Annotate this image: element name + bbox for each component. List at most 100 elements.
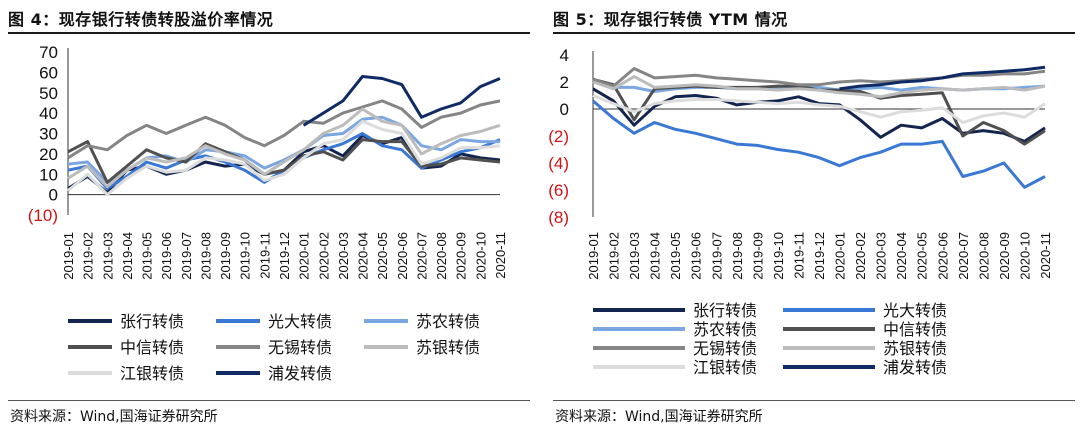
chart-title: 图 4：现存银行转债转股溢价率情况 xyxy=(8,10,274,29)
x-tick-label: 2020-11 xyxy=(493,232,508,279)
x-tick-label: 2019-06 xyxy=(159,232,174,280)
x-tick-label: 2020-04 xyxy=(894,232,909,280)
x-tick-label: 2020-02 xyxy=(316,232,331,280)
y-tick-label: (8) xyxy=(548,208,569,227)
x-tick-label: 2020-07 xyxy=(414,232,429,280)
series-line xyxy=(592,67,1046,88)
chart-title: 图 5：现存银行转债 YTM 情况 xyxy=(553,10,788,29)
chart-title-bar: 图 4：现存银行转债转股溢价率情况 xyxy=(8,4,530,34)
ytm-chart: 4 2 0 (2) (4) (6) (8) 2019-01 2019-02 2019-03 2019… xyxy=(548,46,1053,377)
source-note: 资料来源：Wind,国海证券研究所 xyxy=(10,409,218,425)
series-line xyxy=(67,119,501,197)
x-tick-label: 2019-09 xyxy=(750,232,765,280)
x-tick-label: 2019-01 xyxy=(61,232,76,280)
legend-label: 苏农转债 xyxy=(693,320,757,339)
series-line xyxy=(67,99,501,160)
y-tick-label: (4) xyxy=(548,154,569,173)
legend-label: 江银转债 xyxy=(693,358,757,377)
legend-label: 苏农转债 xyxy=(416,312,480,331)
x-tick-label: 2019-08 xyxy=(730,232,745,280)
y-tick-label: (2) xyxy=(548,127,569,146)
x-tick-label: 2020-10 xyxy=(1017,232,1032,280)
x-tick-label: 2020-06 xyxy=(395,232,410,280)
legend-label: 张行转债 xyxy=(693,301,757,320)
y-tick-label: 60 xyxy=(39,63,58,82)
x-tick-label: 2019-04 xyxy=(648,232,663,280)
source-note: 资料来源：Wind,国海证券研究所 xyxy=(555,409,763,425)
x-tick-label: 2020-11 xyxy=(1038,232,1053,279)
x-tick-label: 2019-04 xyxy=(120,232,135,280)
y-tick-label: 0 xyxy=(49,186,58,205)
y-tick-label: 30 xyxy=(39,125,58,144)
series-line xyxy=(592,75,1046,99)
legend-label: 张行转债 xyxy=(120,312,184,331)
legend-label: 浦发转债 xyxy=(883,358,947,377)
x-tick-label: 2020-02 xyxy=(853,232,868,280)
x-tick-label: 2019-10 xyxy=(238,232,253,280)
x-tick-label: 2019-05 xyxy=(668,232,683,280)
x-tick-label: 2020-05 xyxy=(375,232,390,280)
x-tick-label: 2020-09 xyxy=(997,232,1012,280)
x-tick-label: 2020-08 xyxy=(434,232,449,280)
x-tick-label: 2020-05 xyxy=(915,232,930,280)
x-tick-label: 2019-05 xyxy=(140,232,155,280)
y-tick-label: 4 xyxy=(560,46,569,65)
legend-label: 浦发转债 xyxy=(268,364,332,383)
x-tick-label: 2020-01 xyxy=(833,232,848,280)
legend-label: 苏银转债 xyxy=(883,339,947,358)
series-line xyxy=(592,99,1046,189)
source-note-bar: 资料来源：Wind,国海证券研究所 xyxy=(553,400,1075,429)
legend-label: 江银转债 xyxy=(120,364,184,383)
legend-label: 中信转债 xyxy=(883,320,947,339)
x-tick-label: 2020-03 xyxy=(874,232,889,280)
y-tick-label: 70 xyxy=(39,43,58,62)
x-tick-label: 2020-01 xyxy=(297,232,312,280)
x-tick-label: 2020-10 xyxy=(473,232,488,280)
y-tick-label: 0 xyxy=(560,100,569,119)
x-tick-label: 2019-12 xyxy=(812,232,827,280)
y-tick-label: 40 xyxy=(39,104,58,123)
x-tick-label: 2019-07 xyxy=(179,232,194,280)
x-tick-label: 2019-03 xyxy=(100,232,115,280)
y-tick-label: (10) xyxy=(28,206,58,225)
x-tick-label: 2020-04 xyxy=(356,232,371,280)
legend-label: 无锡转债 xyxy=(693,339,757,358)
x-tick-label: 2019-10 xyxy=(771,232,786,280)
x-tick-label: 2020-08 xyxy=(976,232,991,280)
legend-label: 光大转债 xyxy=(883,301,947,320)
x-tick-label: 2019-08 xyxy=(198,232,213,280)
series-line xyxy=(67,138,501,184)
legend-label: 中信转债 xyxy=(120,338,184,357)
series-line xyxy=(839,65,1046,91)
x-tick-label: 2019-12 xyxy=(277,232,292,280)
source-note-bar: 资料来源：Wind,国海证券研究所 xyxy=(8,400,530,429)
x-tick-label: 2020-09 xyxy=(454,232,469,280)
x-tick-label: 2019-11 xyxy=(257,232,272,279)
y-tick-label: 2 xyxy=(560,73,569,92)
x-tick-label: 2019-01 xyxy=(586,232,601,280)
x-tick-label: 2019-03 xyxy=(627,232,642,280)
y-tick-label: 20 xyxy=(39,145,58,164)
legend-label: 光大转债 xyxy=(268,312,332,331)
x-tick-label: 2019-11 xyxy=(791,232,806,279)
legend-label: 无锡转债 xyxy=(268,338,332,357)
x-tick-label: 2019-07 xyxy=(709,232,724,280)
y-tick-label: 10 xyxy=(39,165,58,184)
x-tick-label: 2019-02 xyxy=(81,232,96,280)
x-tick-label: 2019-06 xyxy=(689,232,704,280)
chart-title-bar: 图 5：现存银行转债 YTM 情况 xyxy=(553,4,1075,34)
y-tick-label: (6) xyxy=(548,181,569,200)
series-line xyxy=(592,94,1046,124)
legend-label: 苏银转债 xyxy=(416,338,480,357)
x-tick-label: 2019-02 xyxy=(607,232,622,280)
series-line xyxy=(67,107,501,188)
x-tick-label: 2020-03 xyxy=(336,232,351,280)
y-tick-label: 50 xyxy=(39,84,58,103)
series-line xyxy=(592,87,1046,143)
x-tick-label: 2020-07 xyxy=(956,232,971,280)
x-tick-label: 2019-09 xyxy=(218,232,233,280)
x-tick-label: 2020-06 xyxy=(935,232,950,280)
series-line xyxy=(302,75,501,127)
chart-panel-ytm: 图 5：现存银行转债 YTM 情况 4 2 0 (2) (4) (6) (8) 2019-01… xyxy=(545,0,1075,434)
